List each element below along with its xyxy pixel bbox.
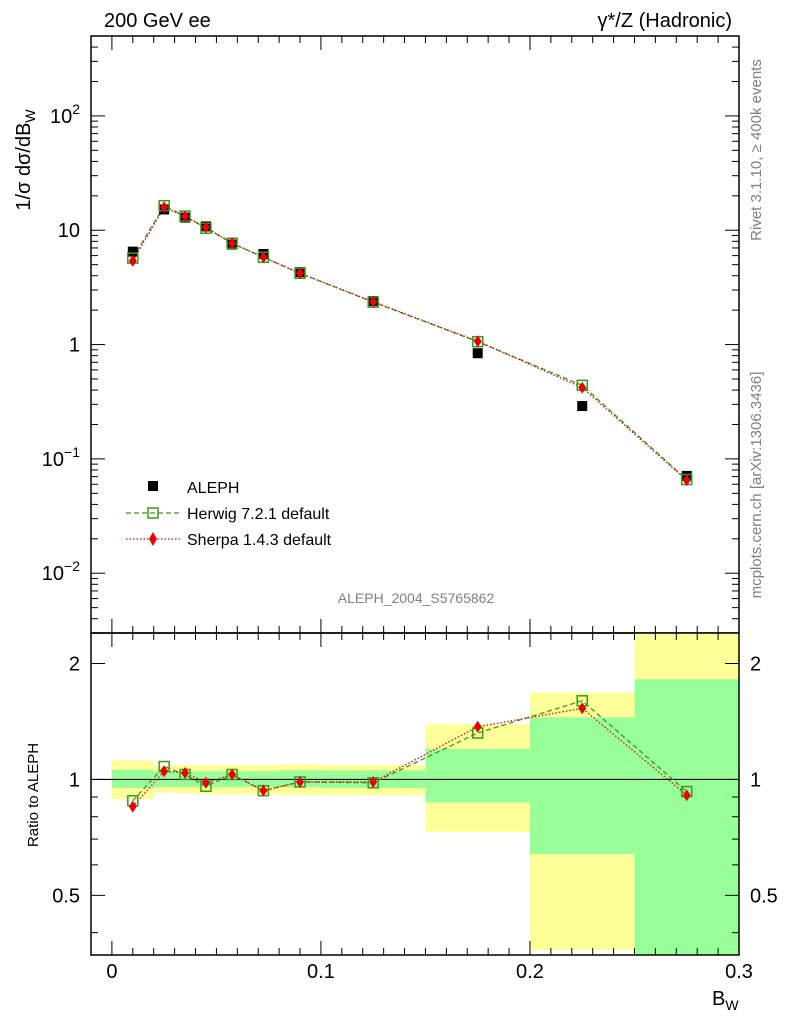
herwig-line [132,204,688,481]
x-tick-label: 0.3 [725,961,753,983]
ratio-y-tick-label-left: 1 [69,769,80,791]
sherpa-ratio-point [259,784,268,797]
sherpa-ratio-point [201,776,210,789]
aleph-point [577,401,588,412]
x-tick-label: 0.2 [516,961,544,983]
sherpa-point [181,210,190,223]
sherpa-ratio-point [228,768,237,781]
sherpa-point [473,335,482,348]
analysis-id: ALEPH_2004_S5765862 [338,590,495,606]
sherpa-point [682,474,691,487]
legend-sherpa-marker [149,532,157,546]
main-y-axis-label: 1/σ dσ/dBW [13,109,38,211]
uncertainty-band-inner [529,717,635,855]
x-axis-label: BW [712,988,739,1013]
sherpa-point [128,254,137,267]
sherpa-point [369,295,378,308]
ratio-y-tick-label-left: 2 [69,653,80,675]
legend-sherpa-label: Sherpa 1.4.3 default [187,532,332,549]
ratio-y-tick-label-right: 0.5 [750,885,778,907]
header-left: 200 GeV ee [104,10,211,32]
sherpa-ratio-point [160,765,169,778]
sherpa-ratio-point [578,702,587,715]
sherpa-ratio-point [473,720,482,733]
legend-aleph-label: ALEPH [187,480,239,497]
ratio-y-tick-label-right: 1 [750,769,761,791]
sherpa-ratio-point [682,789,691,802]
sherpa-point [160,201,169,214]
aleph-point [472,348,483,359]
x-tick-label: 0 [106,961,117,983]
ratio-y-tick-label-right: 2 [750,653,761,675]
rivet-label: Rivet 3.1.10, ≥ 400k events [748,59,765,241]
legend: ALEPH Herwig 7.2.1 default Sherpa 1.4.3 … [126,480,332,549]
sherpa-point [578,381,587,394]
legend-herwig-label: Herwig 7.2.1 default [187,506,330,523]
legend-aleph-marker [148,481,158,491]
sherpa-ratio-point [369,775,378,788]
main-y-tick-label: 1 [69,335,80,357]
ratio-panel: 0.5 0.5 1 1 2 2 0 0.1 0.2 0.3 Ratio to ALEPH BW [25,632,778,1013]
sherpa-point [259,251,268,264]
main-y-tick-label: 10−1 [42,444,80,471]
sherpa-point [296,267,305,280]
main-y-axis-label-text: 1/σ dσ/dB [13,123,35,211]
mcplots-label: mcplots.cern.ch [arXiv:1306.3436] [748,372,765,599]
uncertainty-band-inner [425,748,530,803]
header-right: γ*/Z (Hadronic) [598,10,732,32]
ratio-y-tick-label-left: 0.5 [52,885,80,907]
sherpa-point [201,221,210,234]
sherpa-ratio-point [128,800,137,813]
main-y-tick-label: 10−2 [42,558,80,585]
sherpa-line [132,206,688,481]
sherpa-ratio-point [181,766,190,779]
main-y-tick-label: 102 [50,101,80,128]
main-y-tick-label: 10 [58,220,80,242]
legend-herwig-marker [147,507,159,519]
aleph-point [127,246,138,257]
sherpa-point [228,237,237,250]
x-tick-label: 0.1 [307,961,335,983]
uncertainty-band-inner [634,679,739,955]
sherpa-ratio-point [296,775,305,788]
main-panel: 10−2 10−1 1 10 102 1/σ dσ/dBW ALEPH_2004_S57… [13,35,740,634]
ratio-y-axis-label: Ratio to ALEPH [25,743,42,847]
ratio-plot-frame [90,632,740,956]
